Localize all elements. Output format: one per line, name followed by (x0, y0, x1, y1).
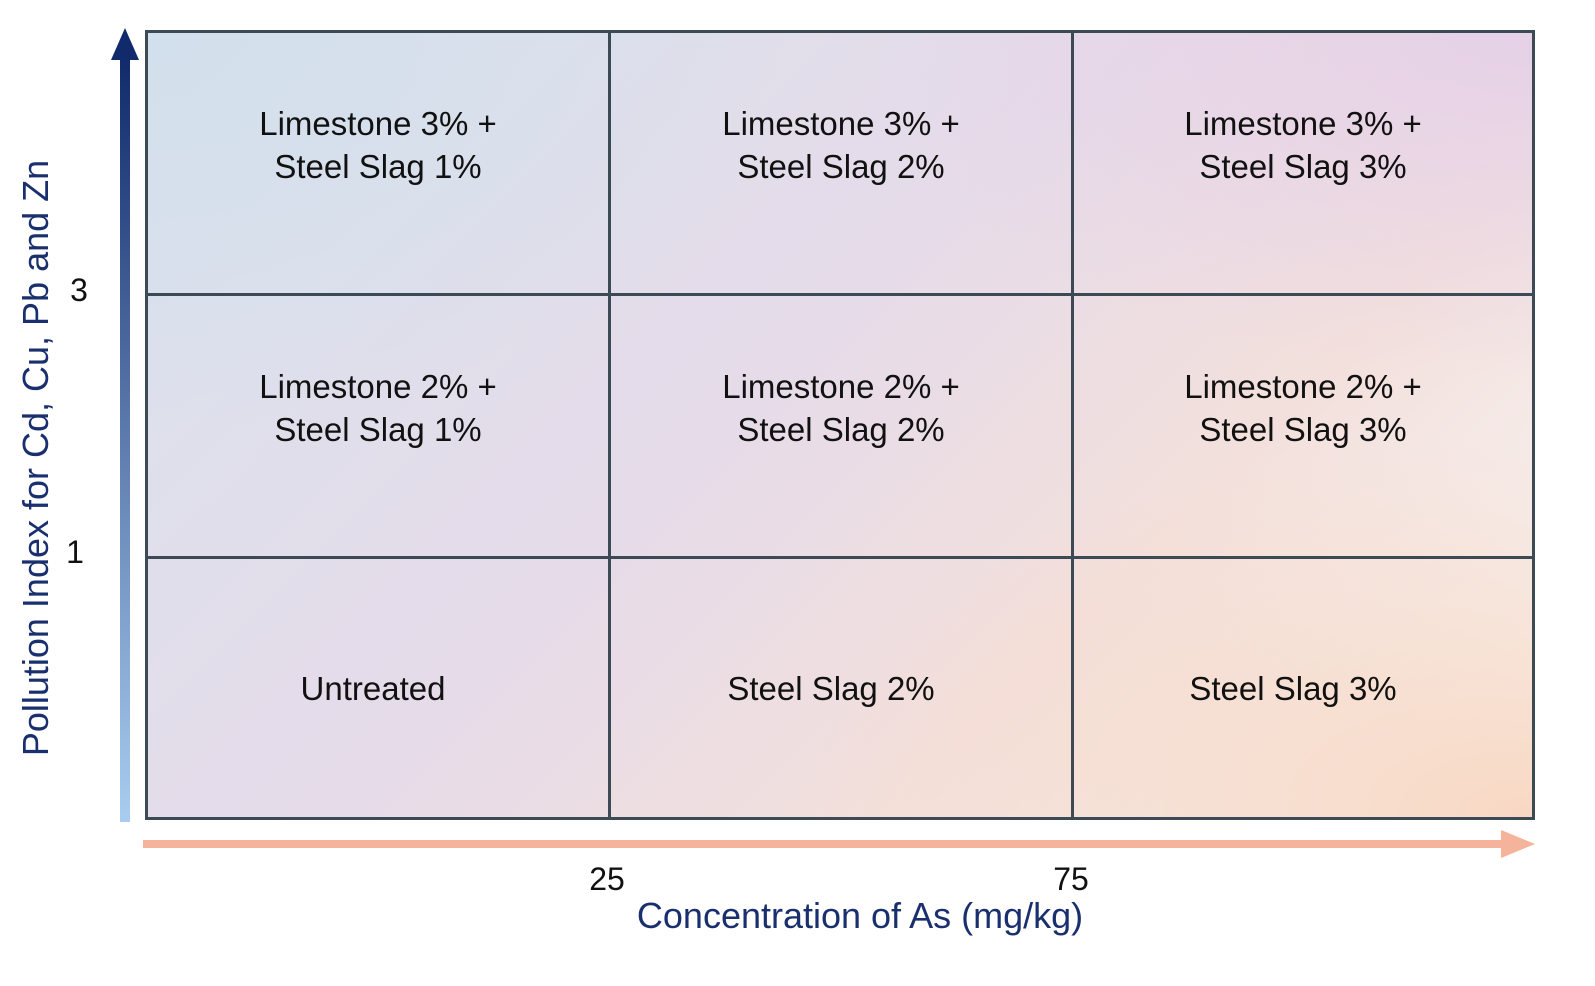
grid-cell: Untreated (148, 559, 598, 817)
grid-background (148, 33, 1532, 817)
grid-cell: Limestone 2% + Steel Slag 3% (1074, 296, 1532, 556)
y-tick-label: 3 (70, 272, 88, 308)
grid-cell: Steel Slag 3% (1074, 559, 1512, 817)
y-tick-label: 1 (66, 534, 84, 570)
cell-label: Limestone 3% + Steel Slag 1% (259, 105, 497, 185)
grid-cell: Limestone 2% + Steel Slag 1% (148, 296, 608, 556)
x-axis-arrowhead (1501, 830, 1535, 858)
y-axis-arrow (111, 28, 139, 822)
y-axis-title: Pollution Index for Cd, Cu, Pb and Zn (15, 159, 56, 757)
treatment-grid: Limestone 3% + Steel Slag 1% Limestone 3… (145, 30, 1535, 820)
y-axis-shaft (120, 56, 130, 822)
cell-label: Steel Slag 2% (727, 669, 935, 707)
grid-divider-vertical (608, 33, 611, 817)
cell-label: Steel Slag 3% (1189, 669, 1397, 707)
grid-cell: Limestone 2% + Steel Slag 2% (611, 296, 1071, 556)
cell-label: Limestone 2% + Steel Slag 3% (1184, 368, 1422, 448)
x-axis-arrow (143, 830, 1535, 858)
grid-cell: Limestone 3% + Steel Slag 2% (611, 33, 1071, 293)
grid-cell: Steel Slag 2% (611, 559, 1051, 817)
x-tick-label: 25 (589, 861, 625, 897)
grid-divider-horizontal (148, 293, 1532, 296)
cell-label: Limestone 3% + Steel Slag 2% (722, 105, 960, 185)
y-axis-arrowhead (111, 28, 139, 60)
cell-label: Limestone 3% + Steel Slag 3% (1184, 105, 1422, 185)
grid-lines (148, 33, 1532, 817)
cell-label: Untreated (300, 669, 446, 707)
x-axis-title: Concentration of As (mg/kg) (636, 895, 1084, 936)
grid-cell: Limestone 3% + Steel Slag 3% (1074, 33, 1532, 293)
grid-cell: Limestone 3% + Steel Slag 1% (148, 33, 608, 293)
grid-divider-vertical (1071, 33, 1074, 817)
cell-label: Limestone 2% + Steel Slag 1% (259, 368, 497, 448)
cell-label: Limestone 2% + Steel Slag 2% (722, 368, 960, 448)
grid-divider-horizontal (148, 556, 1532, 559)
x-tick-label: 75 (1053, 861, 1089, 897)
x-axis-shaft (143, 840, 1505, 848)
